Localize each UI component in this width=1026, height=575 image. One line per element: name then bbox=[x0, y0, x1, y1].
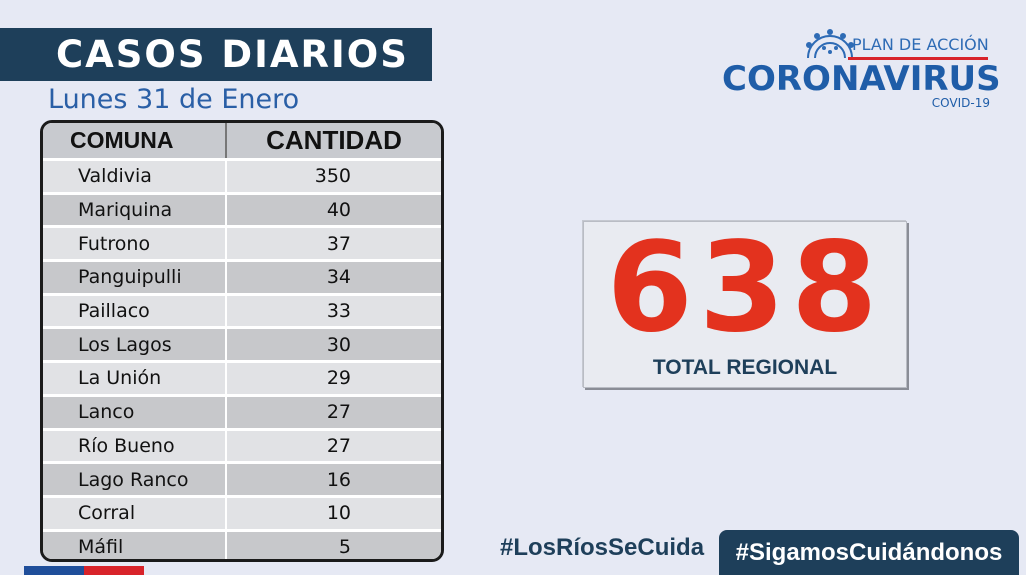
cell-comuna: Río Bueno bbox=[43, 430, 227, 462]
table-row: Los Lagos 30 bbox=[43, 326, 441, 361]
date-subtitle: Lunes 31 de Enero bbox=[48, 84, 300, 115]
cell-cantidad: 33 bbox=[326, 300, 351, 323]
flag-stripe bbox=[24, 566, 144, 575]
total-label: TOTAL REGIONAL bbox=[652, 356, 838, 379]
total-box: 638 TOTAL REGIONAL bbox=[583, 221, 907, 388]
cell-cantidad: 10 bbox=[326, 502, 351, 525]
table-row: Lago Ranco 16 bbox=[43, 461, 441, 495]
coronavirus-logo: PLAN DE ACCIÓN CORONAVIRUS COVID-19 bbox=[720, 26, 1001, 116]
table-row: La Unión 29 bbox=[43, 360, 441, 394]
hashtag-secondary: #SigamosCuidándonos bbox=[735, 538, 1003, 566]
logo-plan-text: PLAN DE ACCIÓN bbox=[852, 35, 989, 54]
cell-comuna: Los Lagos bbox=[43, 329, 227, 361]
cell-cantidad: 40 bbox=[326, 199, 351, 222]
cell-comuna: La Unión bbox=[43, 363, 227, 394]
cell-comuna: Corral bbox=[43, 497, 227, 529]
cell-comuna: Máfil bbox=[43, 531, 227, 559]
virus-icon bbox=[806, 29, 854, 59]
flag-blue bbox=[24, 566, 84, 575]
cell-cantidad: 30 bbox=[326, 333, 351, 356]
hashtag-primary: #LosRíosSeCuida bbox=[500, 534, 705, 561]
page-title: CASOS DIARIOS bbox=[56, 33, 409, 76]
table-body: Valdivia 350 Mariquina 40 Futrono 37 Panguipul… bbox=[43, 158, 441, 559]
cases-table: COMUNA CANTIDAD Valdivia 350 Mariquina 40 Fu… bbox=[40, 120, 444, 562]
cell-cantidad: 350 bbox=[314, 165, 351, 188]
total-number: 638 bbox=[606, 216, 884, 360]
cell-cantidad: 16 bbox=[326, 468, 351, 491]
logo-sub: COVID-19 bbox=[931, 96, 990, 110]
table-row: Futrono 37 bbox=[43, 225, 441, 260]
title-banner: CASOS DIARIOS bbox=[0, 28, 432, 81]
flag-red bbox=[84, 566, 144, 575]
cell-cantidad: 37 bbox=[326, 232, 351, 255]
table-row: Paillaco 33 bbox=[43, 292, 441, 327]
cell-cantidad: 27 bbox=[326, 401, 351, 424]
table-row: Mariquina 40 bbox=[43, 191, 441, 226]
cell-comuna: Lago Ranco bbox=[43, 464, 227, 495]
logo-name: CORONAVIRUS bbox=[722, 59, 1001, 99]
table-row: Corral 10 bbox=[43, 494, 441, 529]
cell-cantidad: 29 bbox=[326, 367, 351, 390]
cell-cantidad: 34 bbox=[326, 266, 351, 289]
cell-cantidad: 5 bbox=[338, 535, 351, 558]
table-row: Lanco 27 bbox=[43, 393, 441, 428]
cell-cantidad: 27 bbox=[326, 434, 351, 457]
table-header: COMUNA CANTIDAD bbox=[43, 123, 441, 158]
cell-comuna: Panguipulli bbox=[43, 262, 227, 293]
cell-comuna: Valdivia bbox=[43, 161, 227, 192]
cell-comuna: Futrono bbox=[43, 228, 227, 260]
table-row: Valdivia 350 bbox=[43, 158, 441, 192]
table-row: Máfil 5 bbox=[43, 528, 441, 559]
cell-comuna: Mariquina bbox=[43, 194, 227, 226]
table-row: Río Bueno 27 bbox=[43, 427, 441, 462]
table-row: Panguipulli 34 bbox=[43, 259, 441, 293]
cell-comuna: Lanco bbox=[43, 396, 227, 428]
hashtag-secondary-banner: #SigamosCuidándonos bbox=[719, 530, 1019, 575]
header-comuna: COMUNA bbox=[43, 123, 227, 158]
header-cantidad: CANTIDAD bbox=[266, 125, 402, 155]
logo-red-line bbox=[848, 57, 988, 60]
cell-comuna: Paillaco bbox=[43, 295, 227, 327]
